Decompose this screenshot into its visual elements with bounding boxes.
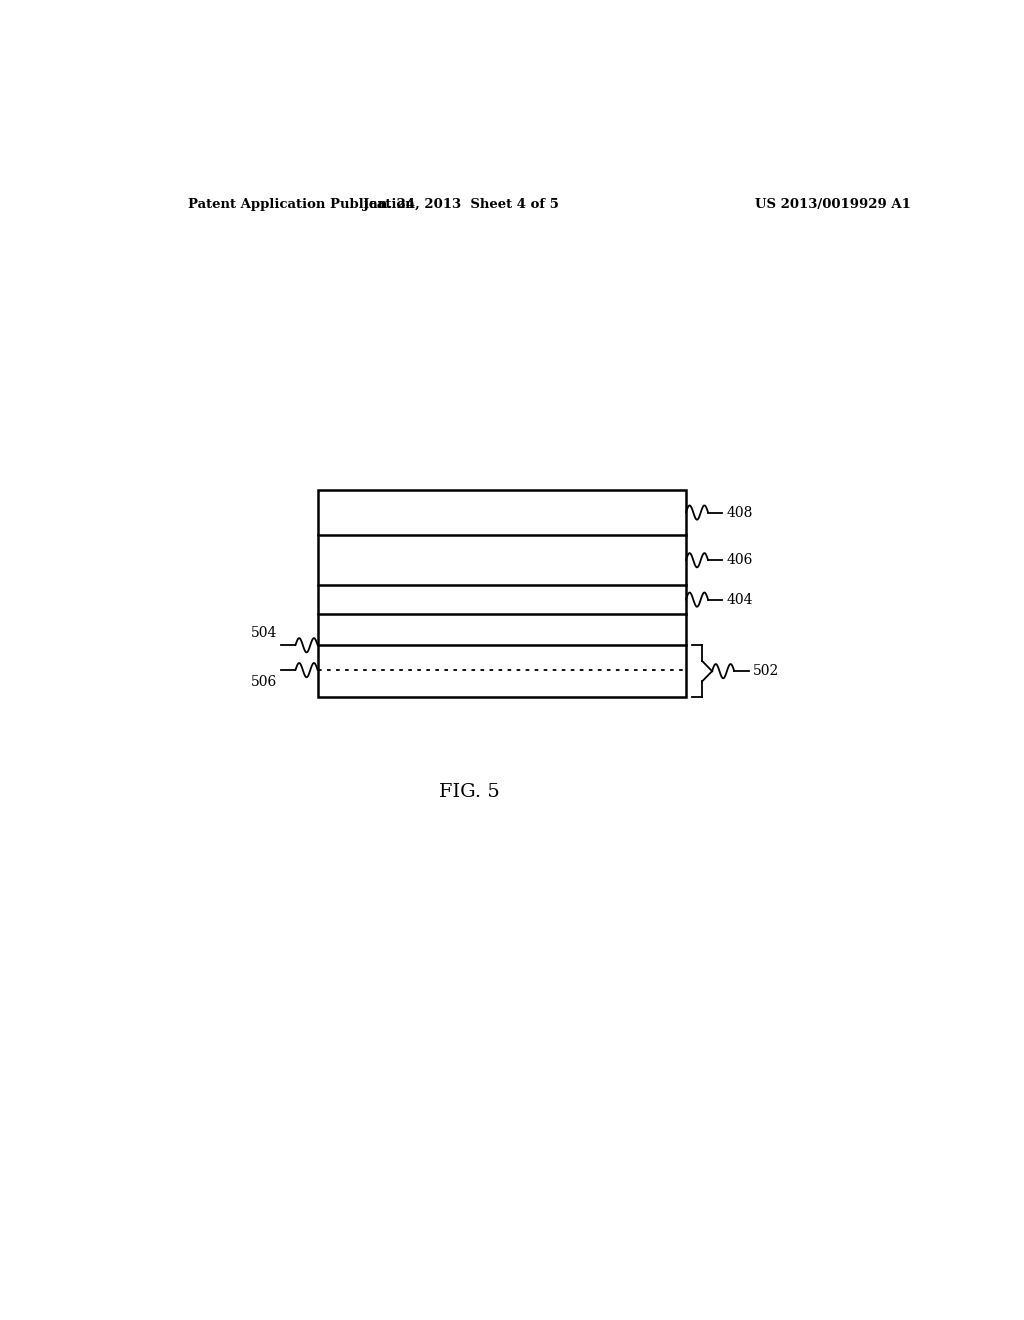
Text: FIG. 5: FIG. 5 [439, 784, 500, 801]
Text: 404: 404 [726, 593, 753, 607]
Text: Patent Application Publication: Patent Application Publication [187, 198, 415, 211]
Bar [317, 490, 686, 697]
Text: 506: 506 [251, 676, 278, 689]
Text: 408: 408 [726, 506, 753, 520]
Text: 504: 504 [251, 626, 278, 640]
Text: Jan. 24, 2013  Sheet 4 of 5: Jan. 24, 2013 Sheet 4 of 5 [364, 198, 559, 211]
Text: 502: 502 [753, 664, 779, 678]
Text: 406: 406 [726, 553, 753, 568]
Text: US 2013/0019929 A1: US 2013/0019929 A1 [755, 198, 910, 211]
